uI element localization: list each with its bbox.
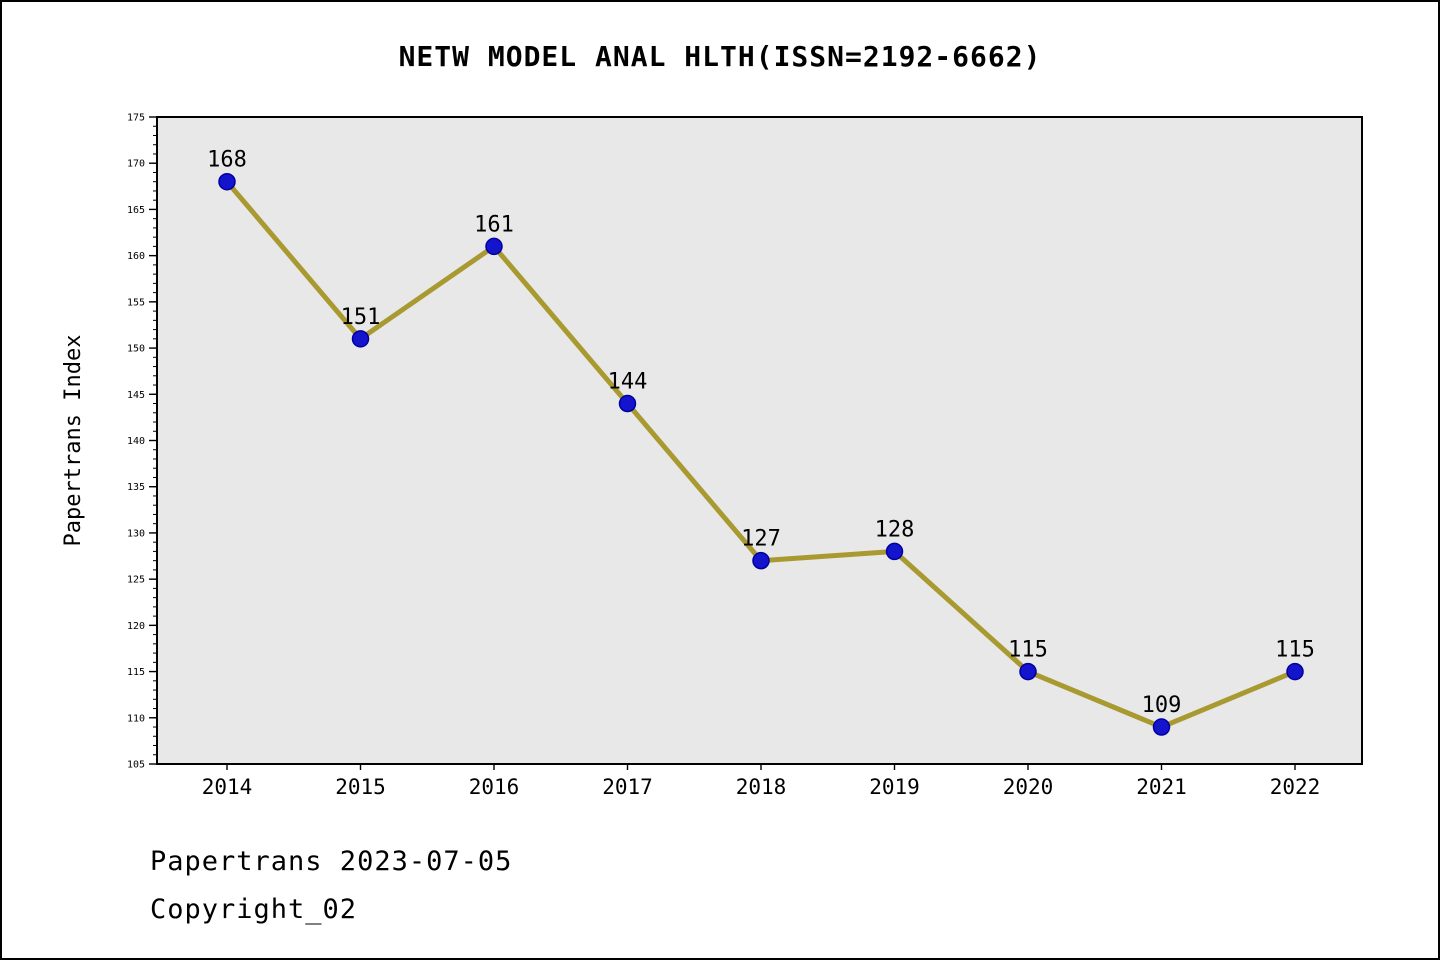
svg-text:151: 151 xyxy=(341,305,381,330)
svg-text:2020: 2020 xyxy=(1003,775,1054,799)
svg-text:168: 168 xyxy=(207,148,247,173)
chart-title: NETW MODEL ANAL HLTH(ISSN=2192-6662) xyxy=(398,40,1042,73)
svg-text:2016: 2016 xyxy=(469,775,520,799)
svg-text:2017: 2017 xyxy=(602,775,653,799)
footer-date-label: Papertrans 2023-07-05 xyxy=(150,846,513,877)
svg-text:128: 128 xyxy=(875,517,915,542)
svg-text:135: 135 xyxy=(127,482,145,493)
svg-text:2014: 2014 xyxy=(202,775,253,799)
svg-text:145: 145 xyxy=(127,390,145,401)
svg-text:2015: 2015 xyxy=(335,775,386,799)
svg-text:170: 170 xyxy=(127,159,145,170)
svg-text:144: 144 xyxy=(608,370,648,395)
svg-text:175: 175 xyxy=(127,113,145,124)
svg-text:161: 161 xyxy=(474,212,514,237)
svg-text:140: 140 xyxy=(127,436,145,447)
footer-copyright-label: Copyright_02 xyxy=(150,894,358,925)
svg-text:110: 110 xyxy=(127,713,145,724)
svg-text:2019: 2019 xyxy=(869,775,920,799)
svg-text:109: 109 xyxy=(1142,693,1182,718)
svg-text:2022: 2022 xyxy=(1270,775,1321,799)
svg-text:Papertrans Index: Papertrans Index xyxy=(61,335,86,547)
svg-text:120: 120 xyxy=(127,621,145,632)
svg-text:105: 105 xyxy=(127,760,145,771)
svg-text:115: 115 xyxy=(127,667,145,678)
svg-text:125: 125 xyxy=(127,575,145,586)
svg-text:130: 130 xyxy=(127,528,145,539)
svg-text:2018: 2018 xyxy=(736,775,787,799)
chart-footer: Papertrans 2023-07-05 Copyright_02 xyxy=(150,838,512,934)
svg-text:127: 127 xyxy=(741,527,781,552)
svg-text:160: 160 xyxy=(127,251,145,262)
svg-text:2021: 2021 xyxy=(1136,775,1187,799)
svg-text:115: 115 xyxy=(1008,638,1048,663)
svg-text:165: 165 xyxy=(127,205,145,216)
svg-text:155: 155 xyxy=(127,297,145,308)
svg-text:150: 150 xyxy=(127,344,145,355)
svg-text:115: 115 xyxy=(1275,638,1315,663)
